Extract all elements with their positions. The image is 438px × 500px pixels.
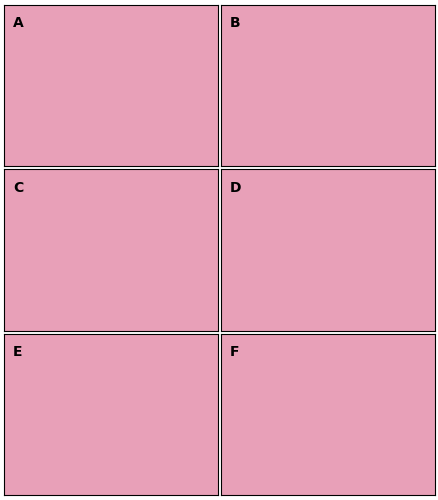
Text: C: C: [13, 180, 23, 194]
Text: D: D: [229, 180, 240, 194]
Text: A: A: [13, 16, 24, 30]
Text: F: F: [229, 345, 238, 359]
Text: B: B: [229, 16, 240, 30]
Text: E: E: [13, 345, 22, 359]
